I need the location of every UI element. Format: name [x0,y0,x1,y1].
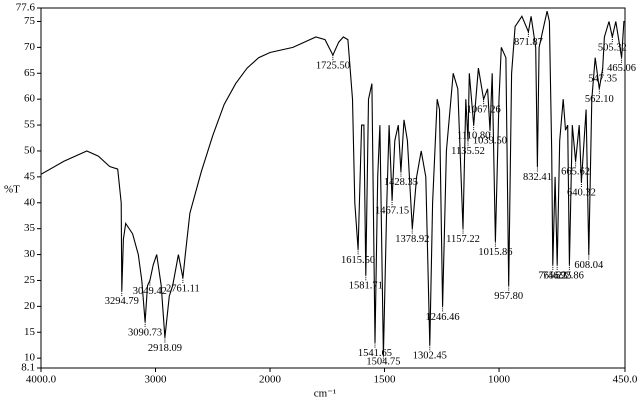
peak-label: 665.62 [561,167,590,178]
peak-label: 640.32 [567,187,596,198]
y-tick-label: 10 [24,352,36,364]
y-tick-label: 50 [24,144,36,156]
peak-label: 1378.92 [395,234,429,245]
x-tick-label: 3000 [145,374,168,386]
peak-label: 1725.50 [316,61,350,72]
peak-label: 608.04 [574,260,604,271]
y-tick-label: 60 [24,93,36,105]
y-tick-label: 30 [24,248,36,260]
peak-label: 1467.15 [375,206,409,217]
spectrum-line [40,10,625,356]
peak-label: 562.10 [585,94,614,105]
peak-label: 2761.11 [166,283,200,294]
peak-label: 765.23 [538,270,567,281]
peak-label: 1110.80 [457,130,490,141]
y-tick-label: 25 [24,274,36,286]
y-tick-label: 15 [24,326,36,338]
y-tick-label: 45 [24,170,36,182]
peak-label: 1135.52 [451,146,485,157]
y-tick-label: 20 [24,300,36,312]
peak-label: 505.32 [598,42,627,53]
peak-label: 1428.35 [384,177,418,188]
peak-label: 1157.22 [446,234,480,245]
y-tick-label: 40 [24,196,36,208]
y-tick-label: 75 [24,15,36,27]
peak-label: 1541.65 [358,348,392,359]
peak-label: 465.06 [607,63,636,74]
peak-label: 1504.75 [366,356,400,367]
peak-label: 2918.09 [148,343,182,354]
peak-label: 1615.50 [341,255,375,266]
y-tick-label: 65 [24,67,36,79]
peak-label: 1246.46 [426,312,460,323]
peak-label: 3090.73 [128,327,162,338]
peak-label: 832.41 [523,172,552,183]
plot-frame [40,7,626,369]
y-tick-label: 77.6 [16,2,36,14]
x-tick-label: 450.0 [613,374,638,386]
x-tick-label: 1500 [374,374,397,386]
peak-label: 957.80 [494,291,523,302]
peak-label: 3049.42 [133,286,167,297]
y-tick-label: 70 [24,41,36,53]
peak-label: 871.87 [514,37,543,48]
peak-label: 1302.45 [413,351,447,362]
peak-label: 1067.26 [467,105,501,116]
y-axis-label: %T [4,184,20,196]
peak-label: 746.25 [543,270,572,281]
peak-label: 1015.86 [478,247,512,258]
peak-label: 547.35 [588,73,617,84]
x-axis-label: cm⁻¹ [314,388,337,400]
y-tick-label: 8.1 [21,362,35,374]
peak-label: 1039.50 [473,136,507,147]
x-tick-label: 1000 [488,374,511,386]
x-tick-label: 4000.0 [26,374,57,386]
peak-label: 692.86 [555,270,584,281]
x-tick-label: 2000 [259,374,282,386]
peak-label: 3294.79 [105,296,139,307]
peak-label: 1581.71 [349,281,383,292]
y-tick-label: 55 [24,119,36,131]
y-tick-label: 35 [24,222,36,234]
